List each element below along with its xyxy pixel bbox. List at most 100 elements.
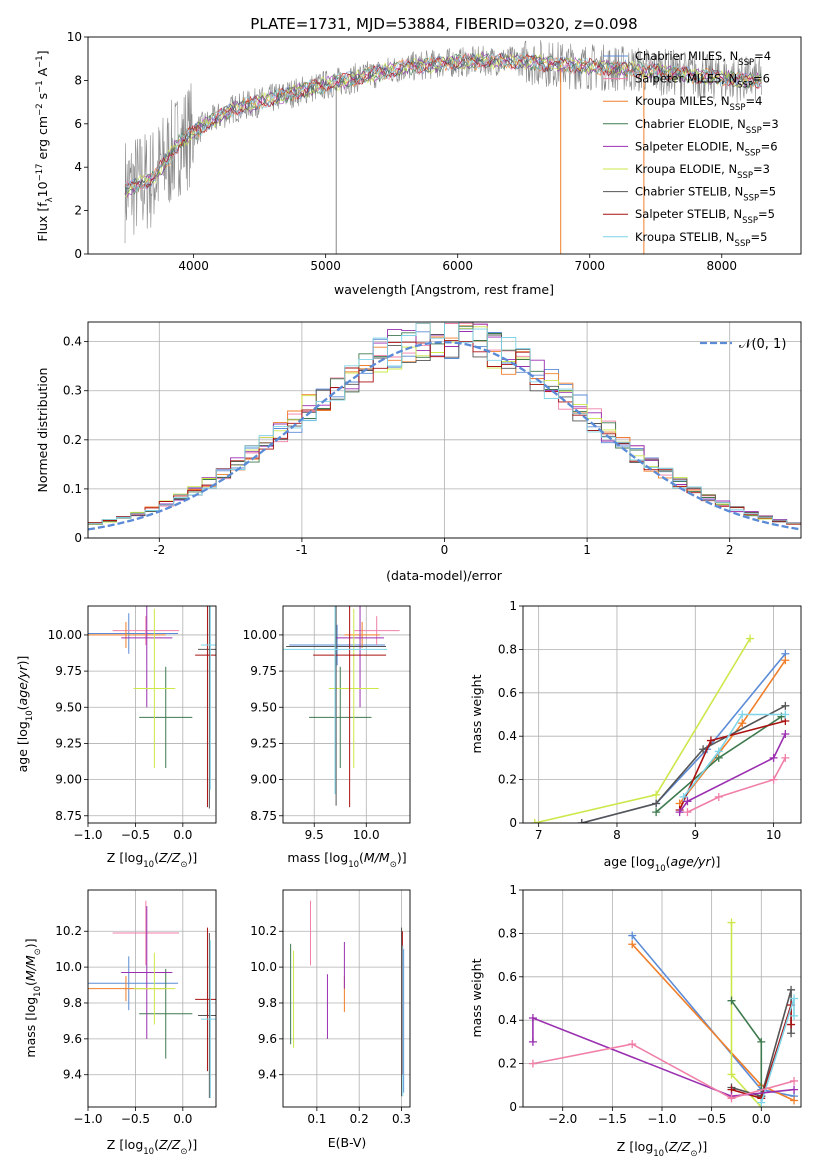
- weight-z-point-salpeter_elodie: [528, 1037, 537, 1046]
- weight-age-point-salpeter_miles: [781, 753, 790, 762]
- weight-z-point-kroupa_stelib: [790, 1011, 799, 1020]
- legend-label-kroupa_elodie: Kroupa ELODIE, NSSP=3: [635, 162, 770, 181]
- legend-label-salpeter_elodie: Salpeter ELODIE, NSSP=6: [635, 139, 778, 158]
- text-segment: )]: [397, 850, 407, 865]
- text-segment: (: [23, 981, 38, 986]
- residual-ytick-label: 0.1: [63, 482, 82, 496]
- spectrum-frame: 4000 5000 6000 7000 8000 0 2 4 6 8 10 Chabrier MILE…: [67, 30, 802, 273]
- weight-z-point-chabrier_stelib: [787, 1029, 796, 1038]
- weight-age-point-chabrier_stelib: [577, 819, 586, 823]
- weight-age-plot-area: [530, 634, 790, 823]
- mass-ebv-xtick-label: 0.3: [392, 1112, 411, 1126]
- residual-ytick-label: 0.4: [63, 335, 82, 349]
- weight-z-ytick-label: 0.8: [498, 926, 517, 940]
- text-segment: Salpeter MILES, N: [635, 72, 737, 86]
- mass-z-ytick-label: 9.6: [63, 1032, 82, 1046]
- mass-z-axes: [87, 890, 216, 1107]
- residual-normal-curve: [88, 341, 801, 531]
- text-segment: 10: [655, 864, 666, 874]
- mass-z-ytick-label: 10.0: [55, 960, 82, 974]
- text-segment: (: [154, 850, 159, 865]
- age-z-ytick-label: 8.75: [55, 809, 82, 823]
- age-mass-ytick-label: 9.00: [250, 773, 277, 787]
- text-segment: SSP: [735, 239, 751, 249]
- legend-label-normal: 𝒩(0, 1): [739, 337, 786, 352]
- age-z-ylabel: age [log10(age/yr)]: [15, 656, 35, 773]
- weight-age-xtick-label: 7: [535, 828, 543, 842]
- text-segment: 10: [33, 986, 43, 997]
- text-segment: age [log: [15, 721, 30, 772]
- residual-xlabel: (data-model)/error: [386, 568, 503, 583]
- spectrum-ylabel: Flux [fλ10−17 erg cm−2 s−1 A−1]: [35, 50, 55, 241]
- text-segment: )]: [15, 656, 30, 666]
- weight-age-xtick-label: 8: [613, 828, 621, 842]
- age-z-ytick-label: 9.50: [55, 700, 82, 714]
- mass-ebv-xlabel: E(B-V): [328, 1135, 367, 1150]
- text-segment: Z/Z: [158, 1137, 181, 1152]
- age-mass-xlabel: mass [log10(M/M⊙)]: [287, 850, 406, 870]
- weight-age-xtick-label: 9: [691, 828, 699, 842]
- text-segment: (: [664, 1139, 669, 1154]
- mass-z-xtick-label: −0.5: [121, 1112, 150, 1126]
- text-segment: age [log: [604, 854, 655, 869]
- text-segment: Kroupa STELIB, N: [635, 230, 735, 244]
- text-segment: −17: [35, 163, 45, 181]
- weight-z-ytick-label: 1: [509, 883, 517, 897]
- weight-z-xlabel: Z [log10(Z/Z⊙)]: [617, 1139, 707, 1159]
- text-segment: M/M: [23, 955, 38, 981]
- text-segment: =3: [762, 117, 779, 131]
- age-z-frame: −1.0 −0.5 0.0 8.75 9.00 9.25 9.50 9.75 10.00: [48, 605, 217, 842]
- text-segment: Kroupa MILES, N: [635, 94, 730, 108]
- age-z-ytick-label: 9.25: [55, 736, 82, 750]
- age-mass-ytick-label: 10.00: [243, 628, 277, 642]
- residual-xtick-label: -1: [296, 543, 308, 557]
- text-segment: SSP: [743, 194, 759, 204]
- weight-age-line-kroupa_stelib: [682, 713, 786, 798]
- text-segment: Flux [f: [35, 202, 50, 242]
- text-segment: SSP: [746, 126, 762, 136]
- text-segment: SSP: [742, 216, 758, 226]
- weight-age-line-chabrier_stelib: [581, 705, 786, 823]
- text-segment: 10: [143, 1147, 154, 1157]
- spectrum-ytick-label: 8: [74, 73, 82, 87]
- text-segment: Chabrier STELIB, N: [635, 185, 743, 199]
- mass-ebv-ytick-label: 9.6: [258, 1032, 277, 1046]
- weight-age-point-chabrier_elodie: [652, 808, 661, 817]
- residual-axes: [88, 322, 801, 539]
- residual-xtick-label: 1: [583, 543, 591, 557]
- text-segment: 10: [143, 860, 154, 870]
- age-mass-plot-area: [283, 606, 400, 808]
- weight-age-ytick-label: 0.6: [498, 686, 517, 700]
- residual-xtick-label: -2: [153, 543, 165, 557]
- text-segment: =4: [745, 94, 762, 108]
- text-segment: (: [359, 850, 364, 865]
- weight-age-frame: 7 8 9 10 0 0.2 0.4 0.6 0.8 1: [498, 599, 802, 842]
- weight-age-point-chabrier_stelib: [652, 799, 661, 808]
- weight-z-ylabel: mass weight: [469, 958, 484, 1037]
- weight-age-ytick-label: 0: [509, 816, 517, 830]
- text-segment: −2: [35, 103, 45, 116]
- weight-age-ytick-label: 0.8: [498, 642, 517, 656]
- text-segment: erg cm: [35, 116, 50, 164]
- mass-z-ytick-label: 9.8: [63, 996, 82, 1010]
- age-mass-border: [282, 605, 411, 824]
- weight-age-point-kroupa_stelib: [679, 792, 688, 801]
- weight-age-point-kroupa_elodie: [530, 819, 539, 823]
- spectrum-title: PLATE=1731, MJD=53884, FIBERID=0320, z=0…: [250, 15, 637, 33]
- text-segment: 10: [35, 181, 50, 197]
- weight-age-point-salpeter_elodie: [683, 797, 692, 806]
- weight-z-point-kroupa_miles: [628, 940, 637, 949]
- weight-age-point-salpeter_elodie: [769, 753, 778, 762]
- weight-z-point-kroupa_stelib: [757, 1098, 766, 1107]
- weight-age-ytick-label: 0.4: [498, 729, 517, 743]
- residual-frame: -2 -1 0 1 2 0 0.1 0.2 0.3 0.4 𝒩(0, 1): [63, 321, 802, 557]
- age-mass-axes: [283, 606, 410, 823]
- spectrum-ytick-label: 10: [67, 30, 82, 44]
- spectrum-ytick-label: 0: [74, 247, 82, 261]
- text-segment: Chabrier ELODIE, N: [635, 117, 746, 131]
- text-segment: Z [log: [107, 1137, 143, 1152]
- weight-age-point-kroupa_miles: [781, 656, 790, 665]
- text-segment: ]: [35, 50, 50, 55]
- text-segment: λ: [45, 197, 55, 202]
- weight-z-point-salpeter_stelib: [787, 1020, 796, 1029]
